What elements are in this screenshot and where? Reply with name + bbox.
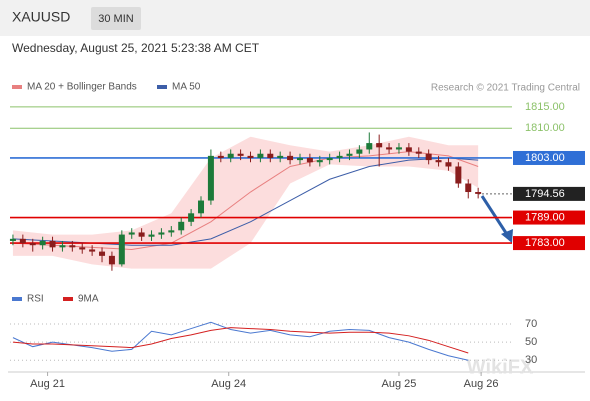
legend-swatch	[12, 297, 22, 301]
y-tick-label: 70	[525, 318, 537, 330]
copyright: Research © 2021 Trading Central	[431, 83, 580, 94]
y-tick-label: 30	[525, 354, 537, 366]
level-label-box	[513, 186, 585, 201]
candle-body	[198, 200, 205, 214]
candle-body	[217, 155, 224, 158]
candle-body	[475, 192, 482, 194]
legend-label: MA 20 + Bollinger Bands	[27, 82, 137, 93]
toolbar	[0, 0, 590, 36]
candle-body	[138, 232, 145, 237]
x-tick-label: Aug 26	[464, 378, 499, 390]
candle-body	[257, 153, 264, 158]
timestamp: Wednesday, August 25, 2021 5:23:38 AM CE…	[12, 41, 260, 55]
candle-body	[89, 249, 96, 252]
watermark: WikiFX	[467, 356, 534, 378]
candle-body	[366, 143, 373, 150]
bollinger-band	[12, 136, 479, 269]
candle-body	[79, 247, 86, 250]
candle-body	[39, 240, 46, 246]
candle-body	[227, 153, 234, 158]
level-label: 1810.00	[525, 122, 565, 134]
level-label: 1815.00	[525, 101, 565, 113]
candle-body	[316, 160, 323, 163]
candle-body	[277, 155, 284, 158]
symbol: XAUUSD	[12, 9, 70, 25]
forecast-arrow	[480, 195, 510, 237]
candle-body	[296, 157, 303, 161]
level-label: 1803.00	[525, 152, 565, 164]
candle-body	[158, 232, 165, 235]
candle-body	[445, 162, 452, 167]
legend-label: MA 50	[172, 82, 201, 93]
candle-body	[346, 153, 353, 156]
indicator-line	[12, 321, 469, 361]
candle-body	[435, 160, 442, 163]
level-label: 1789.00	[525, 211, 565, 223]
level-label-box	[513, 210, 585, 225]
candle-body	[128, 232, 135, 235]
x-tick-label: Aug 25	[382, 378, 417, 390]
candle-body	[247, 155, 254, 158]
candle-body	[108, 255, 115, 265]
candle-body	[59, 245, 66, 248]
candle-body	[405, 147, 412, 152]
candle-body	[188, 213, 195, 222]
candle-body	[29, 243, 36, 246]
candle-body	[287, 155, 294, 161]
candle-body	[376, 143, 383, 148]
candle-body	[306, 157, 313, 163]
plot-layer: MA 20 + Bollinger Bands MA 50 1815.00 1810.…	[9, 82, 585, 390]
level-label-box	[513, 150, 585, 165]
candle-body	[9, 238, 16, 241]
legend-swatch	[157, 85, 167, 89]
candle-body	[336, 155, 343, 158]
legend-label: 9MA	[78, 294, 99, 305]
timeframe-label[interactable]: 30 MIN	[98, 13, 134, 25]
candle-body	[49, 240, 56, 248]
candle-body	[99, 251, 106, 256]
level-label: 1783.00	[525, 237, 565, 249]
candle-body	[207, 155, 214, 201]
candle-body	[455, 166, 462, 184]
y-tick-label: 50	[525, 336, 537, 348]
legend-swatch	[12, 85, 22, 89]
legend-label: RSI	[27, 294, 44, 305]
candle-body	[118, 234, 125, 265]
candle-body	[395, 147, 402, 150]
x-tick-label: Aug 21	[30, 378, 65, 390]
forecast-arrow-head	[501, 229, 513, 243]
level-label-box	[513, 236, 585, 251]
candle-body	[19, 238, 26, 244]
candle-body	[69, 245, 76, 248]
candle-body	[237, 153, 244, 156]
indicator-line	[12, 327, 469, 354]
candle-body	[386, 147, 393, 150]
candle-body	[465, 183, 472, 193]
candle-body	[267, 153, 274, 158]
candle-body	[178, 221, 185, 231]
legend-swatch	[63, 297, 73, 301]
x-tick-label: Aug 24	[211, 378, 246, 390]
candle-body	[148, 234, 155, 237]
level-label: 1794.56	[525, 188, 565, 200]
candle-body	[415, 151, 422, 154]
candle-body	[356, 149, 363, 154]
candle-body	[425, 153, 432, 161]
timeframe-tab[interactable]	[91, 7, 141, 30]
candle-body	[326, 157, 333, 161]
candle-body	[168, 230, 175, 233]
